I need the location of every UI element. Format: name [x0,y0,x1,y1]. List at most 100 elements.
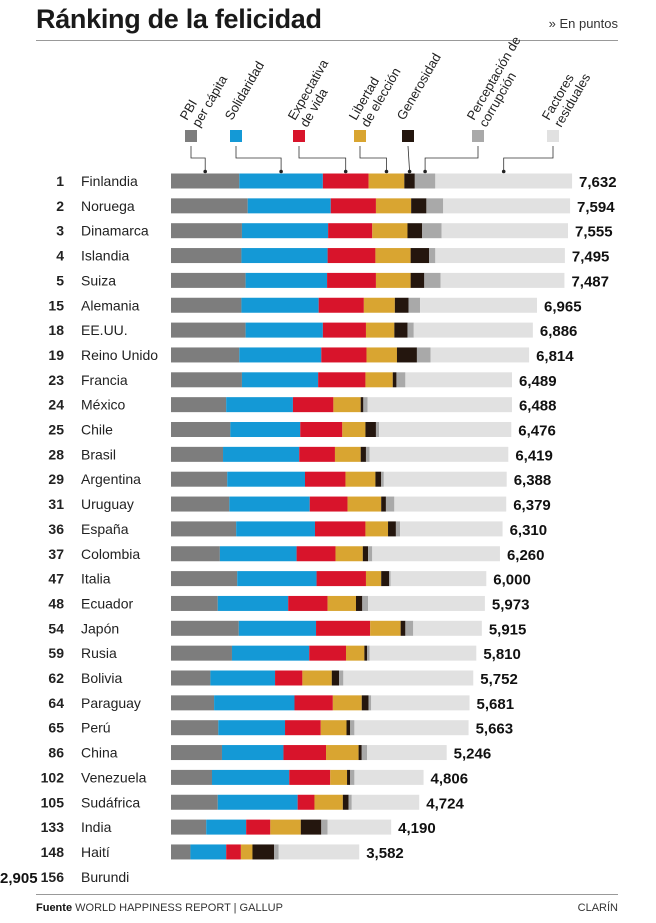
bar-corruption [407,322,414,338]
country-label: EE.UU. [81,322,128,338]
legend-label-line: Generosidad [394,51,444,123]
bar-residual [400,521,503,537]
country-label: Francia [81,372,128,388]
row-india: 133 India 4,190 [41,819,436,837]
rank-label: 133 [41,819,65,835]
bar-residual [413,322,533,338]
country-label: México [81,397,126,413]
bar-generosity [358,745,362,761]
bar-corruption [368,546,373,562]
bar-social [226,397,293,413]
bar-corruption [348,794,352,810]
bar-health [285,720,321,736]
bar-corruption [365,446,370,462]
bar-residual [354,720,469,736]
bar-gdp [171,198,248,214]
bar-social [190,844,227,860]
bar-health [226,844,241,860]
country-label: Brasil [81,446,116,462]
legend-swatch [354,130,366,142]
bar-gdp [171,446,224,462]
bar-corruption [363,397,368,413]
rank-label: 3 [56,223,64,239]
bar-gdp [171,620,239,636]
score-label: 6,419 [515,447,553,464]
legend-leader-line [298,146,347,172]
bar-gdp [171,745,222,761]
bar-freedom [345,645,365,661]
bar-generosity [300,819,322,835]
bar-gdp [171,794,218,810]
score-label: 7,555 [575,224,613,241]
bar-health [299,446,335,462]
legend-swatch [293,130,305,142]
row-dinamarca: 3 Dinamarca 7,555 [56,223,612,241]
legend-label: Perceptación decorrupción [464,34,536,130]
row-china: 86 China 5,246 [48,745,491,763]
score-label: 4,806 [431,770,469,787]
rank-label: 105 [41,794,65,810]
bar-gdp [171,347,240,363]
bar-residual [372,546,500,562]
bar-health [316,571,366,587]
bar-health [316,620,371,636]
bar-health [292,397,334,413]
bar-freedom [330,769,348,785]
legend-leader-dot [384,169,389,174]
legend-leader-line [407,145,410,172]
bar-residual [379,422,512,437]
country-label: Japón [81,620,119,636]
bar-health [300,422,343,437]
bar-social [223,446,300,462]
bar-social [241,297,319,313]
row-finlandia: 1 Finlandia 7,632 [56,173,616,191]
source-text: WORLD HAPPINESS REPORT | GALLUP [75,902,283,914]
bar-corruption [361,745,368,761]
bar-social [247,198,331,214]
bar-corruption [350,720,355,736]
bar-health [327,272,376,288]
bar-health [294,695,333,711]
bar-generosity [252,844,274,860]
bar-freedom [375,272,411,288]
bar-gdp [171,173,240,189]
score-label: 5,752 [480,671,518,688]
rank-label: 47 [48,571,64,587]
bar-freedom [363,297,395,313]
legend-swatch [402,130,414,142]
score-label: 6,379 [513,497,551,514]
legend-swatch [547,130,559,142]
legend-label: PBIper cápita [177,65,231,130]
bar-health [305,471,346,487]
country-label: Sudáfrica [81,794,140,810]
rank-label: 2 [56,198,64,214]
country-label: España [81,521,129,537]
bar-gdp [171,422,231,437]
rank-label: 64 [48,695,64,711]
rank-label: 37 [48,546,64,562]
bar-social [237,571,317,587]
bar-corruption [429,248,436,264]
bar-generosity [410,248,430,264]
legend-item-health: Expectativade vida [285,56,348,174]
country-label: Reino Unido [81,347,158,363]
bar-gdp [171,819,207,835]
row-japon: 54 Japón 5,915 [48,620,526,638]
bar-generosity [381,496,386,512]
bar-residual [413,620,482,636]
bar-gdp [171,297,242,313]
bar-residual [394,496,507,512]
bar-residual [441,223,569,239]
bar-freedom [335,546,363,562]
rank-label: 31 [48,496,64,512]
bar-gdp [171,645,232,661]
legend-label: Expectativade vida [285,56,344,129]
bar-health [318,372,366,388]
score-label: 7,495 [572,249,610,266]
bar-gdp [171,471,228,487]
bar-corruption [395,521,401,537]
bottom-divider [36,894,618,895]
country-label: Venezuela [81,769,147,785]
legend-leader-line [190,146,206,172]
bar-health [289,769,331,785]
